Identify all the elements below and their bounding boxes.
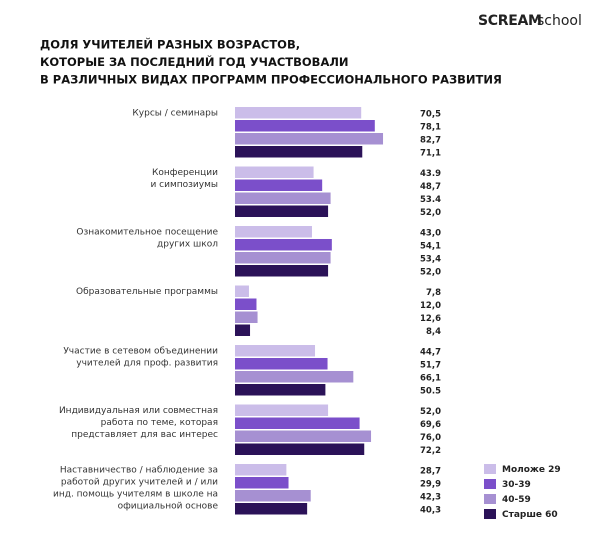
value-label: 53,4 <box>420 254 441 264</box>
value-label: 8,4 <box>426 327 441 337</box>
category-label: Конференции <box>152 168 218 178</box>
value-label: 54,1 <box>420 241 441 251</box>
value-label: 52,0 <box>420 407 441 417</box>
bar <box>235 285 249 297</box>
category-label: работой других учителей и / или <box>61 478 218 488</box>
bar <box>235 239 332 251</box>
value-label: 12,0 <box>420 301 441 311</box>
chart-title: КОТОРЫЕ ЗА ПОСЛЕДНИЙ ГОД УЧАСТВОВАЛИ <box>40 54 349 69</box>
bar <box>235 430 372 442</box>
bar <box>235 205 329 217</box>
category-label: Ознакомительное посещение <box>76 228 218 238</box>
bar <box>235 490 311 502</box>
category-label: учителей для проф. развития <box>76 359 218 369</box>
bar <box>235 120 375 132</box>
bar <box>235 252 331 264</box>
bar <box>235 358 328 370</box>
bar <box>235 503 308 515</box>
value-label: 50.5 <box>420 386 441 396</box>
value-label: 51,7 <box>420 360 441 370</box>
logo-suffix: school <box>537 13 582 29</box>
bar <box>235 146 363 158</box>
legend-label: Старше 60 <box>502 510 558 520</box>
legend-label: 30-39 <box>502 480 531 490</box>
value-label: 40,3 <box>420 505 441 515</box>
bar <box>235 226 312 238</box>
value-label: 78,1 <box>420 122 441 132</box>
bar <box>235 404 329 416</box>
bar <box>235 477 289 489</box>
value-label: 42,3 <box>420 492 441 502</box>
category-label: официальной основе <box>118 502 219 512</box>
legend-swatch <box>484 509 496 519</box>
legend-label: Моложе 29 <box>502 465 561 475</box>
bar <box>235 133 384 145</box>
category-label: Образовательные программы <box>76 287 218 297</box>
value-label: 12,6 <box>420 314 441 324</box>
category-label: работа по теме, которая <box>101 418 218 428</box>
bar <box>235 311 258 323</box>
bar <box>235 324 251 336</box>
legend-swatch <box>484 494 496 504</box>
value-label: 43,0 <box>420 228 441 238</box>
category-label: Участие в сетевом объединении <box>63 347 218 357</box>
bar <box>235 166 314 178</box>
category-label: и симпозиумы <box>150 180 218 190</box>
value-label: 28,7 <box>420 466 441 476</box>
bar <box>235 384 326 396</box>
category-label: Курсы / семинары <box>132 109 218 119</box>
bar <box>235 298 257 310</box>
bar <box>235 371 354 383</box>
category-label: инд. помощь учителям в школе на <box>53 490 218 500</box>
bar <box>235 179 323 191</box>
value-label: 76,0 <box>420 433 441 443</box>
value-label: 71,1 <box>420 148 441 158</box>
legend-label: 40-59 <box>502 495 531 505</box>
bar <box>235 345 316 357</box>
value-label: 48,7 <box>420 182 441 192</box>
value-label: 29,9 <box>420 479 441 489</box>
value-label: 82,7 <box>420 135 441 145</box>
value-label: 53.4 <box>420 195 441 205</box>
category-label: Индивидуальная или совместная <box>59 406 218 416</box>
value-label: 52,0 <box>420 267 441 277</box>
bar <box>235 265 329 277</box>
bar <box>235 417 360 429</box>
chart-title: В РАЗЛИЧНЫХ ВИДАХ ПРОГРАММ ПРОФЕССИОНАЛЬ… <box>40 73 502 87</box>
value-label: 72,2 <box>420 446 441 456</box>
legend-swatch <box>484 464 496 474</box>
bar <box>235 192 331 204</box>
category-label: Наставничество / наблюдение за <box>60 466 218 476</box>
bar <box>235 464 287 476</box>
logo-brand: SCREAM <box>478 13 542 29</box>
value-label: 7,8 <box>426 288 441 298</box>
legend-swatch <box>484 479 496 489</box>
value-label: 44,7 <box>420 347 441 357</box>
bar <box>235 443 365 455</box>
chart-title: ДОЛЯ УЧИТЕЛЕЙ РАЗНЫХ ВОЗРАСТОВ, <box>40 37 300 52</box>
value-label: 52,0 <box>420 208 441 218</box>
value-label: 66,1 <box>420 373 441 383</box>
category-label: представляет для вас интерес <box>71 430 218 440</box>
value-label: 69,6 <box>420 420 441 430</box>
value-label: 43.9 <box>420 169 441 179</box>
bar <box>235 107 362 119</box>
value-label: 70,5 <box>420 109 441 119</box>
category-label: других школ <box>157 240 218 250</box>
